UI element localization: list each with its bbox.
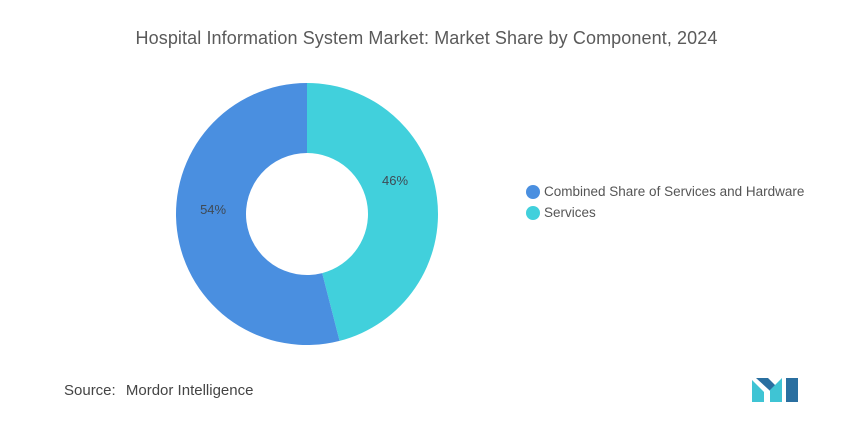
donut-label-combined: 54% (200, 202, 226, 217)
legend-label-combined: Combined Share of Services and Hardware (544, 184, 805, 199)
donut-slice-combined (175, 83, 340, 345)
chart-title: Hospital Information System Market: Mark… (135, 28, 718, 48)
donut-slice-services (307, 83, 438, 341)
donut-label-services: 46% (382, 173, 408, 188)
chart-legend: Combined Share of Services and Hardware … (526, 181, 804, 223)
donut-slice-labels: 46% 54% (200, 173, 408, 217)
source-label: Source: (64, 382, 116, 399)
legend-swatch-combined (526, 184, 540, 199)
source-value: Mordor Intelligence (125, 382, 254, 399)
legend-swatch-services (526, 205, 540, 220)
donut-slices (175, 83, 438, 345)
source-note: Source: Mordor Intelligence (64, 382, 253, 399)
mordor-intelligence-logo-icon (752, 378, 798, 402)
legend-item-services: Services (526, 202, 804, 223)
legend-item-combined: Combined Share of Services and Hardware (526, 181, 804, 202)
legend-label-services: Services (544, 205, 596, 220)
